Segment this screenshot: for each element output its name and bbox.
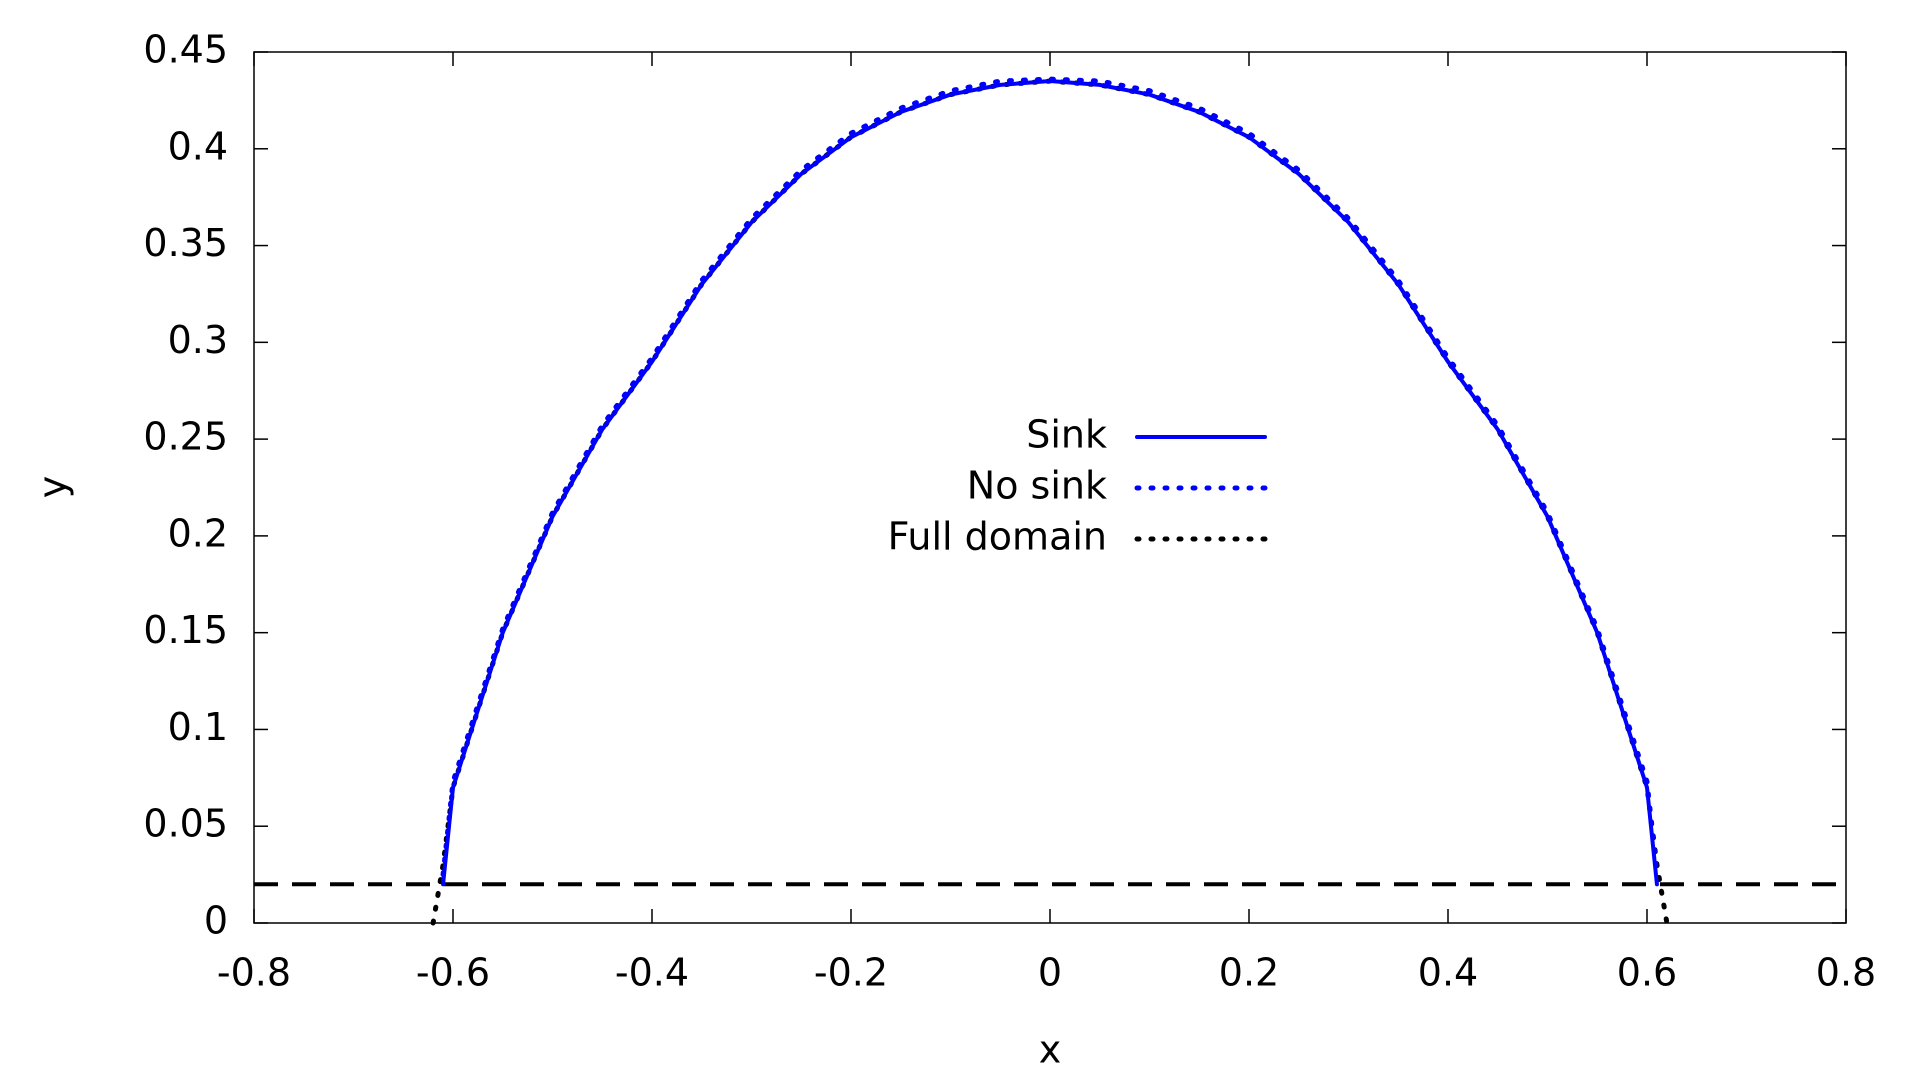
y-tick-label: 0.15	[143, 608, 228, 652]
series-line	[441, 79, 1659, 887]
y-tick-label: 0.35	[143, 221, 228, 265]
x-tick-label: -0.2	[814, 951, 888, 995]
x-tick-label: 0.6	[1617, 951, 1677, 995]
legend-label: No sink	[967, 464, 1107, 508]
y-axis-label: y	[31, 476, 75, 499]
x-tick-label: 0	[1038, 951, 1062, 995]
y-tick-label: 0.3	[168, 318, 228, 362]
x-tick-label: -0.8	[217, 951, 291, 995]
y-tick-label: 0.45	[143, 28, 228, 72]
y-tick-label: 0.05	[143, 802, 228, 846]
x-axis-label: x	[1039, 1028, 1062, 1072]
x-tick-label: -0.4	[615, 951, 689, 995]
y-tick-label: 0.1	[168, 705, 228, 749]
legend-label: Sink	[1026, 413, 1107, 457]
y-tick-label: 0.25	[143, 415, 228, 459]
y-tick-label: 0	[204, 899, 228, 943]
x-tick-label: 0.8	[1816, 951, 1876, 995]
x-tick-label: -0.6	[416, 951, 490, 995]
y-tick-label: 0.4	[168, 124, 228, 168]
x-tick-label: 0.2	[1219, 951, 1279, 995]
x-tick-label: 0.4	[1418, 951, 1478, 995]
legend-label: Full domain	[888, 515, 1107, 559]
y-tick-label: 0.2	[168, 511, 228, 555]
